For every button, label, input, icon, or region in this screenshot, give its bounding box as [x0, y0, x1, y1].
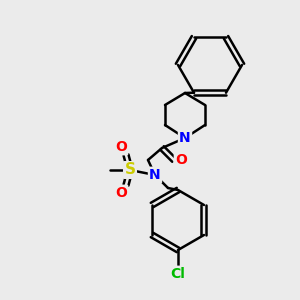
Text: O: O	[175, 153, 187, 167]
Text: S: S	[124, 163, 136, 178]
Text: N: N	[179, 131, 191, 145]
Text: Cl: Cl	[171, 267, 185, 281]
Text: O: O	[115, 186, 127, 200]
Text: N: N	[149, 168, 161, 182]
Text: O: O	[115, 140, 127, 154]
